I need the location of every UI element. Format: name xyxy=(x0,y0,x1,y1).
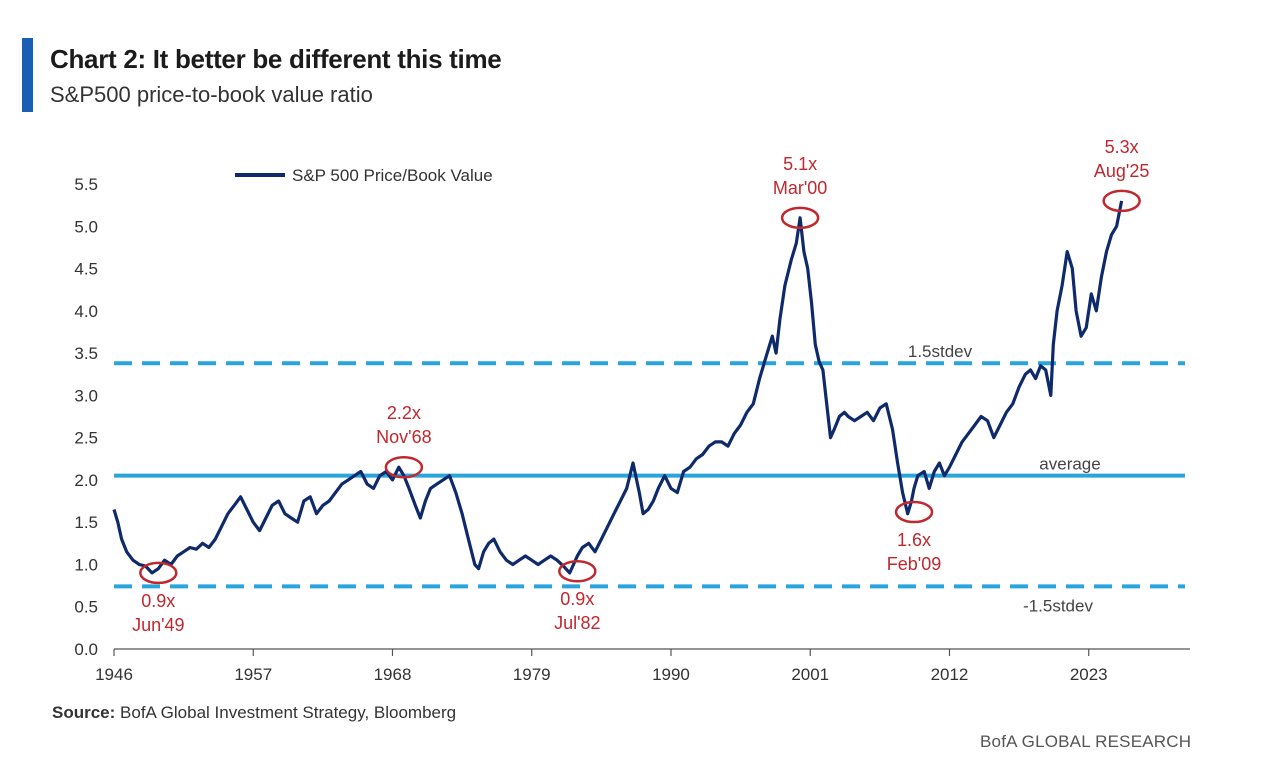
x-tick-label: 1968 xyxy=(374,665,412,684)
annotation-value-label: 0.9x xyxy=(141,591,175,611)
y-tick-label: 0.5 xyxy=(74,598,98,617)
x-tick-label: 2023 xyxy=(1070,665,1108,684)
annotation-circle xyxy=(558,559,597,583)
axes: 1946 1957 1968 1979 1990 2001 2012 2023 0.0 0.5 1.… xyxy=(74,175,1190,684)
annotation-value-label: 5.3x xyxy=(1105,137,1139,157)
reference-label-2: -1.5stdev xyxy=(1023,596,1093,615)
annotation-circle xyxy=(894,500,934,524)
y-tick-label: 4.5 xyxy=(74,260,98,279)
chart-subtitle: S&P500 price-to-book value ratio xyxy=(50,82,373,107)
x-tick-label: 1990 xyxy=(652,665,690,684)
annotation-value-label: 1.6x xyxy=(897,530,931,550)
chart-canvas: average 1.5stdev -1.5stdev 1946 1957 1968 197… xyxy=(74,137,1190,684)
y-tick-label: 5.0 xyxy=(74,217,98,236)
annotation-circle xyxy=(384,455,424,479)
annotation-value-label: 0.9x xyxy=(560,589,594,609)
y-tick-label: 2.0 xyxy=(74,471,98,490)
x-tick-label: 1957 xyxy=(234,665,272,684)
annotations: 0.9x Jun'49 2.2x Nov'68 0.9x Jul'82 5.1x Mar'00… xyxy=(132,137,1149,635)
series-layer xyxy=(112,200,1124,575)
y-tick-label: 3.0 xyxy=(74,386,98,405)
y-tick-label: 5.5 xyxy=(74,175,98,194)
annotation-value-label: 5.1x xyxy=(783,154,817,174)
y-tick-label: 1.5 xyxy=(74,513,98,532)
chart-title: Chart 2: It better be different this tim… xyxy=(50,44,502,74)
source-text: BofA Global Investment Strategy, Bloombe… xyxy=(115,703,457,722)
annotation-circle xyxy=(139,561,178,585)
annotation-date-label: Mar'00 xyxy=(773,178,827,198)
title-accent-bar xyxy=(22,38,33,112)
reference-label-0: average xyxy=(1039,455,1100,474)
annotation-date-label: Aug'25 xyxy=(1094,161,1150,181)
annotation-circle xyxy=(1102,189,1141,213)
y-tick-label: 3.5 xyxy=(74,344,98,363)
y-tick-label: 2.5 xyxy=(74,429,98,448)
x-tick-label: 2012 xyxy=(931,665,969,684)
reference-lines: average 1.5stdev -1.5stdev xyxy=(114,342,1185,615)
series-line-0 xyxy=(112,200,1124,575)
reference-label-1: 1.5stdev xyxy=(908,342,973,361)
annotation-date-label: Feb'09 xyxy=(887,554,941,574)
y-tick-label: 4.0 xyxy=(74,302,98,321)
x-tick-label: 1979 xyxy=(513,665,551,684)
annotation-value-label: 2.2x xyxy=(387,403,421,423)
annotation-date-label: Jul'82 xyxy=(554,613,600,633)
source-label: Source: xyxy=(52,703,116,722)
x-tick-label: 1946 xyxy=(95,665,133,684)
x-tick-label: 2001 xyxy=(791,665,829,684)
annotation-date-label: Jun'49 xyxy=(132,615,184,635)
legend-label: S&P 500 Price/Book Value xyxy=(292,166,493,185)
source-note: Source: BofA Global Investment Strategy,… xyxy=(52,703,456,723)
annotation-circle xyxy=(780,206,820,230)
y-tick-label: 0.0 xyxy=(74,640,98,659)
legend: S&P 500 Price/Book Value xyxy=(235,166,493,185)
y-tick-label: 1.0 xyxy=(74,555,98,574)
brand-footer: BofA GLOBAL RESEARCH xyxy=(980,732,1192,751)
annotation-date-label: Nov'68 xyxy=(376,427,431,447)
